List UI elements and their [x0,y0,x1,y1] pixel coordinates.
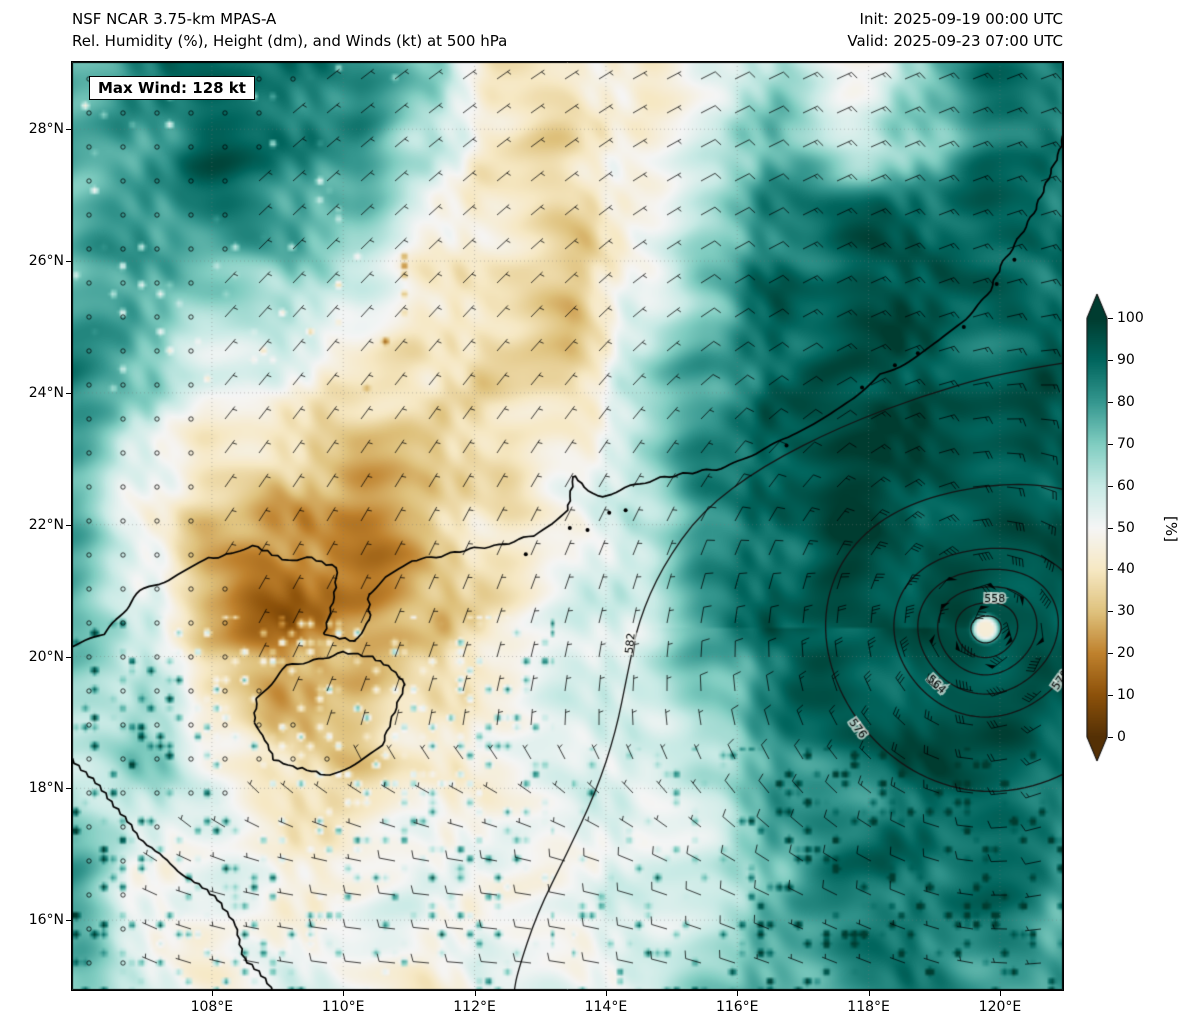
lat-tick-mark [66,524,71,526]
colorbar [1086,293,1108,763]
lon-tick-mark [343,991,345,996]
lon-tick-label: 110°E [321,999,365,1015]
lon-tick-label: 116°E [715,999,759,1015]
colorbar-tick-mark [1108,737,1113,738]
map-panel: Max Wind: 128 kt [71,61,1064,991]
title-block: NSF NCAR 3.75-km MPAS-A Rel. Humidity (%… [72,8,507,52]
max-wind-badge: Max Wind: 128 kt [89,76,255,100]
lat-tick-label: 18°N [28,780,64,797]
colorbar-tick-mark [1108,318,1113,319]
colorbar-tick-mark [1108,401,1113,403]
colorbar-tick-mark [1108,527,1113,529]
colorbar-tick-mark [1108,443,1113,445]
lat-tick-label: 20°N [28,648,64,665]
lon-tick-mark [211,991,213,996]
lon-tick-mark [868,991,870,996]
lat-tick-mark [66,656,71,658]
colorbar-tick-mark [1108,485,1113,487]
colorbar-tick-label: 40 [1117,561,1135,578]
colorbar-tick-label: 30 [1117,603,1135,620]
lat-tick-label: 22°N [28,516,64,533]
lat-tick-label: 24°N [28,384,64,401]
colorbar-tick-mark [1108,611,1113,613]
lon-tick-mark [737,991,739,996]
colorbar-tick-label: 20 [1117,645,1135,662]
colorbar-tick-label: 90 [1117,351,1135,368]
colorbar-tick-label: 50 [1117,519,1135,536]
lon-tick-label: 114°E [584,999,628,1015]
lat-tick-label: 28°N [28,121,64,138]
lon-tick-mark [474,991,476,996]
lon-tick-label: 108°E [190,999,234,1015]
lat-tick-mark [66,392,71,394]
colorbar-unit-label: [%] [1161,516,1180,542]
colorbar-tick-label: 10 [1117,687,1135,704]
colorbar-tick-label: 100 [1117,310,1144,326]
lon-tick-label: 120°E [978,999,1022,1015]
valid-time: Valid: 2025-09-23 07:00 UTC [847,32,1063,50]
lon-tick-mark [605,991,607,996]
colorbar-tick-mark [1108,359,1113,361]
colorbar-tick-label: 70 [1117,435,1135,452]
colorbar-tick-label: 60 [1117,477,1135,494]
colorbar-tick-mark [1108,695,1113,697]
lat-tick-mark [66,788,71,790]
colorbar-tick-label: 80 [1117,393,1135,410]
colorbar-tick-mark [1108,653,1113,655]
field-subtitle: Rel. Humidity (%), Height (dm), and Wind… [72,32,508,50]
map-canvas [72,62,1063,990]
model-title: NSF NCAR 3.75-km MPAS-A [72,10,277,28]
colorbar-tick-mark [1108,569,1113,571]
time-block: Init: 2025-09-19 00:00 UTC Valid: 2025-0… [847,8,1063,52]
lat-tick-mark [66,129,71,131]
colorbar-tick-label: 0 [1117,729,1126,745]
lat-tick-mark [66,920,71,922]
init-time: Init: 2025-09-19 00:00 UTC [859,10,1063,28]
lat-tick-label: 26°N [28,253,64,270]
lon-tick-label: 118°E [847,999,890,1015]
lat-tick-label: 16°N [28,912,64,929]
lon-tick-label: 112°E [453,999,496,1015]
lon-tick-mark [999,991,1001,996]
lat-tick-mark [66,261,71,263]
